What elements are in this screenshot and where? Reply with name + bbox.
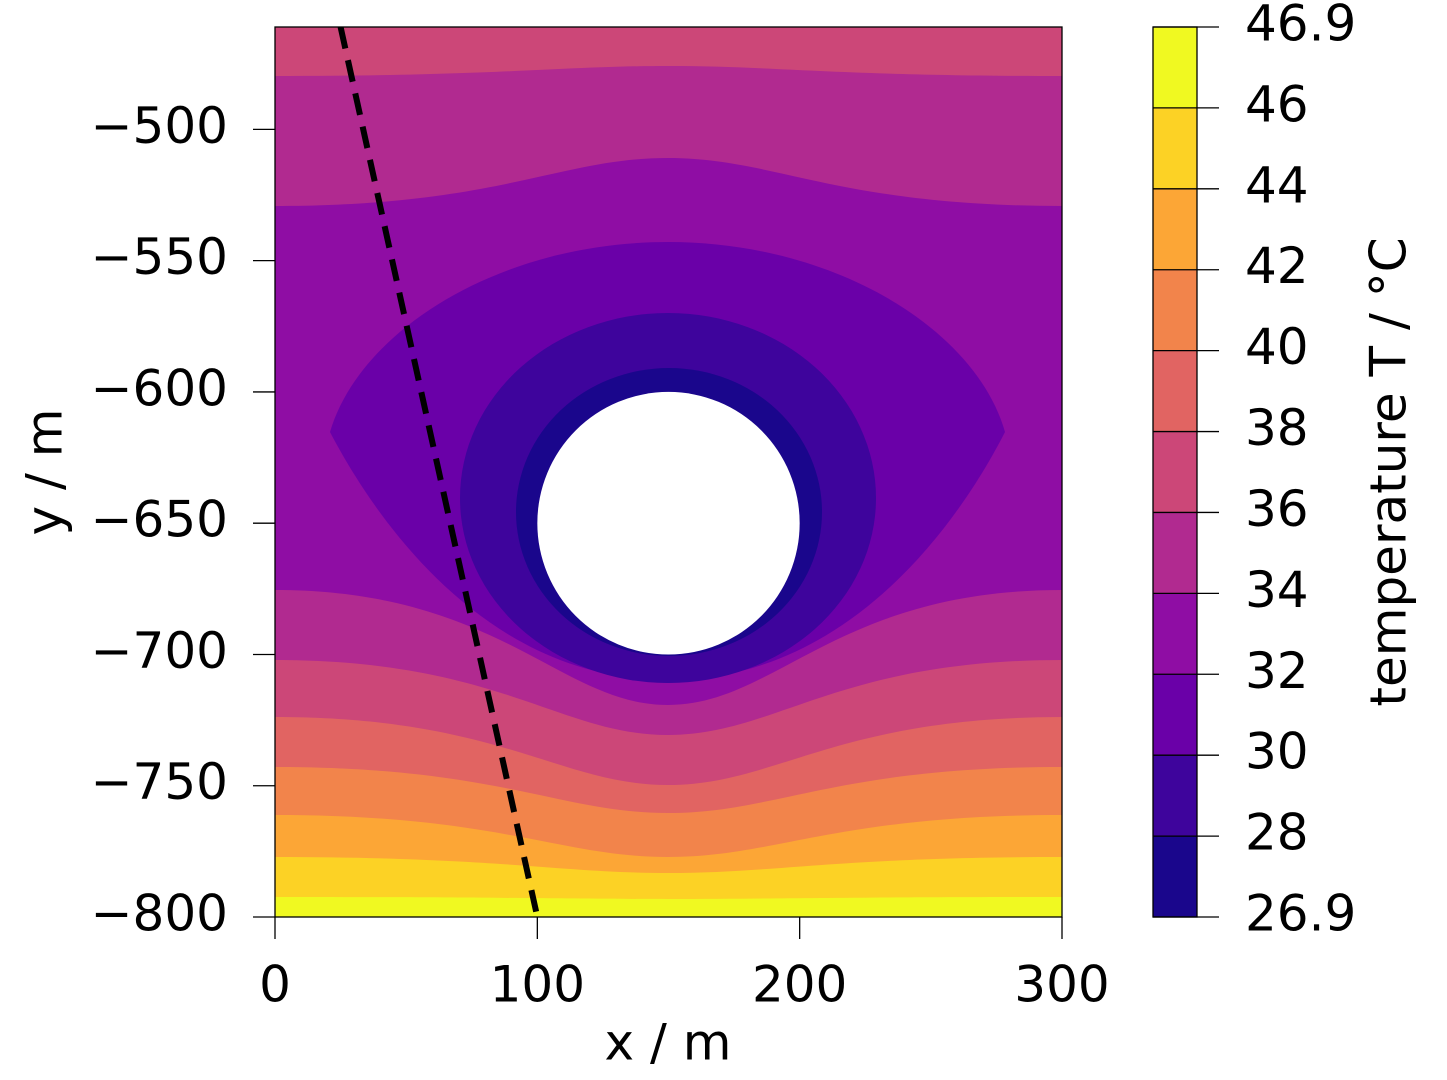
plot-frame	[274, 26, 1063, 918]
y-tick-label: −650	[91, 491, 228, 549]
colorbar-tick-label: 46	[1245, 75, 1309, 133]
colorbar-band	[1153, 674, 1197, 756]
colorbar-tick-label: 26.9	[1245, 885, 1356, 943]
colorbar-tick-label: 36	[1245, 480, 1309, 538]
colorbar-band	[1153, 593, 1197, 675]
colorbar-tick-label: 40	[1245, 318, 1309, 376]
x-tick-label: 200	[752, 956, 847, 1014]
colorbar-band	[1153, 188, 1197, 270]
colorbar-tick-label: 44	[1245, 156, 1309, 214]
colorbar-tick-label: 34	[1245, 561, 1309, 619]
colorbar-frame	[1152, 26, 1198, 918]
x-tick-label: 0	[259, 956, 291, 1014]
y-tick-label: −500	[91, 97, 228, 155]
y-tick-label: −750	[91, 753, 228, 811]
y-axis-label: y / m	[16, 409, 74, 536]
x-tick-label: 100	[490, 956, 585, 1014]
colorbar-band	[1153, 512, 1197, 594]
colorbar-tick-label: 30	[1245, 723, 1309, 781]
colorbar-tick-label: 28	[1245, 804, 1309, 862]
y-tick-label: −800	[91, 885, 228, 943]
overlay-line	[337, 27, 541, 917]
hole	[537, 391, 800, 655]
colorbar-band	[1153, 755, 1197, 837]
colorbar-tick-label: 38	[1245, 399, 1309, 457]
colorbar-label: temperature T / °C	[1360, 237, 1418, 706]
colorbar-band	[1153, 836, 1197, 917]
colorbar-band	[1153, 27, 1197, 108]
y-tick-label: −550	[91, 228, 228, 286]
colorbar-band	[1153, 431, 1197, 513]
colorbar-tick-label: 46.9	[1245, 0, 1356, 53]
x-tick-label: 300	[1014, 956, 1109, 1014]
y-tick-label: −600	[91, 359, 228, 417]
x-axis-label: x / m	[605, 1014, 732, 1072]
colorbar-band	[1153, 107, 1197, 189]
colorbar-tick-label: 32	[1245, 642, 1309, 700]
colorbar-band	[1153, 269, 1197, 351]
y-tick-label: −700	[91, 622, 228, 680]
colorbar-band	[1153, 350, 1197, 432]
contour-field	[275, 27, 1062, 917]
colorbar-tick-label: 42	[1245, 237, 1309, 295]
